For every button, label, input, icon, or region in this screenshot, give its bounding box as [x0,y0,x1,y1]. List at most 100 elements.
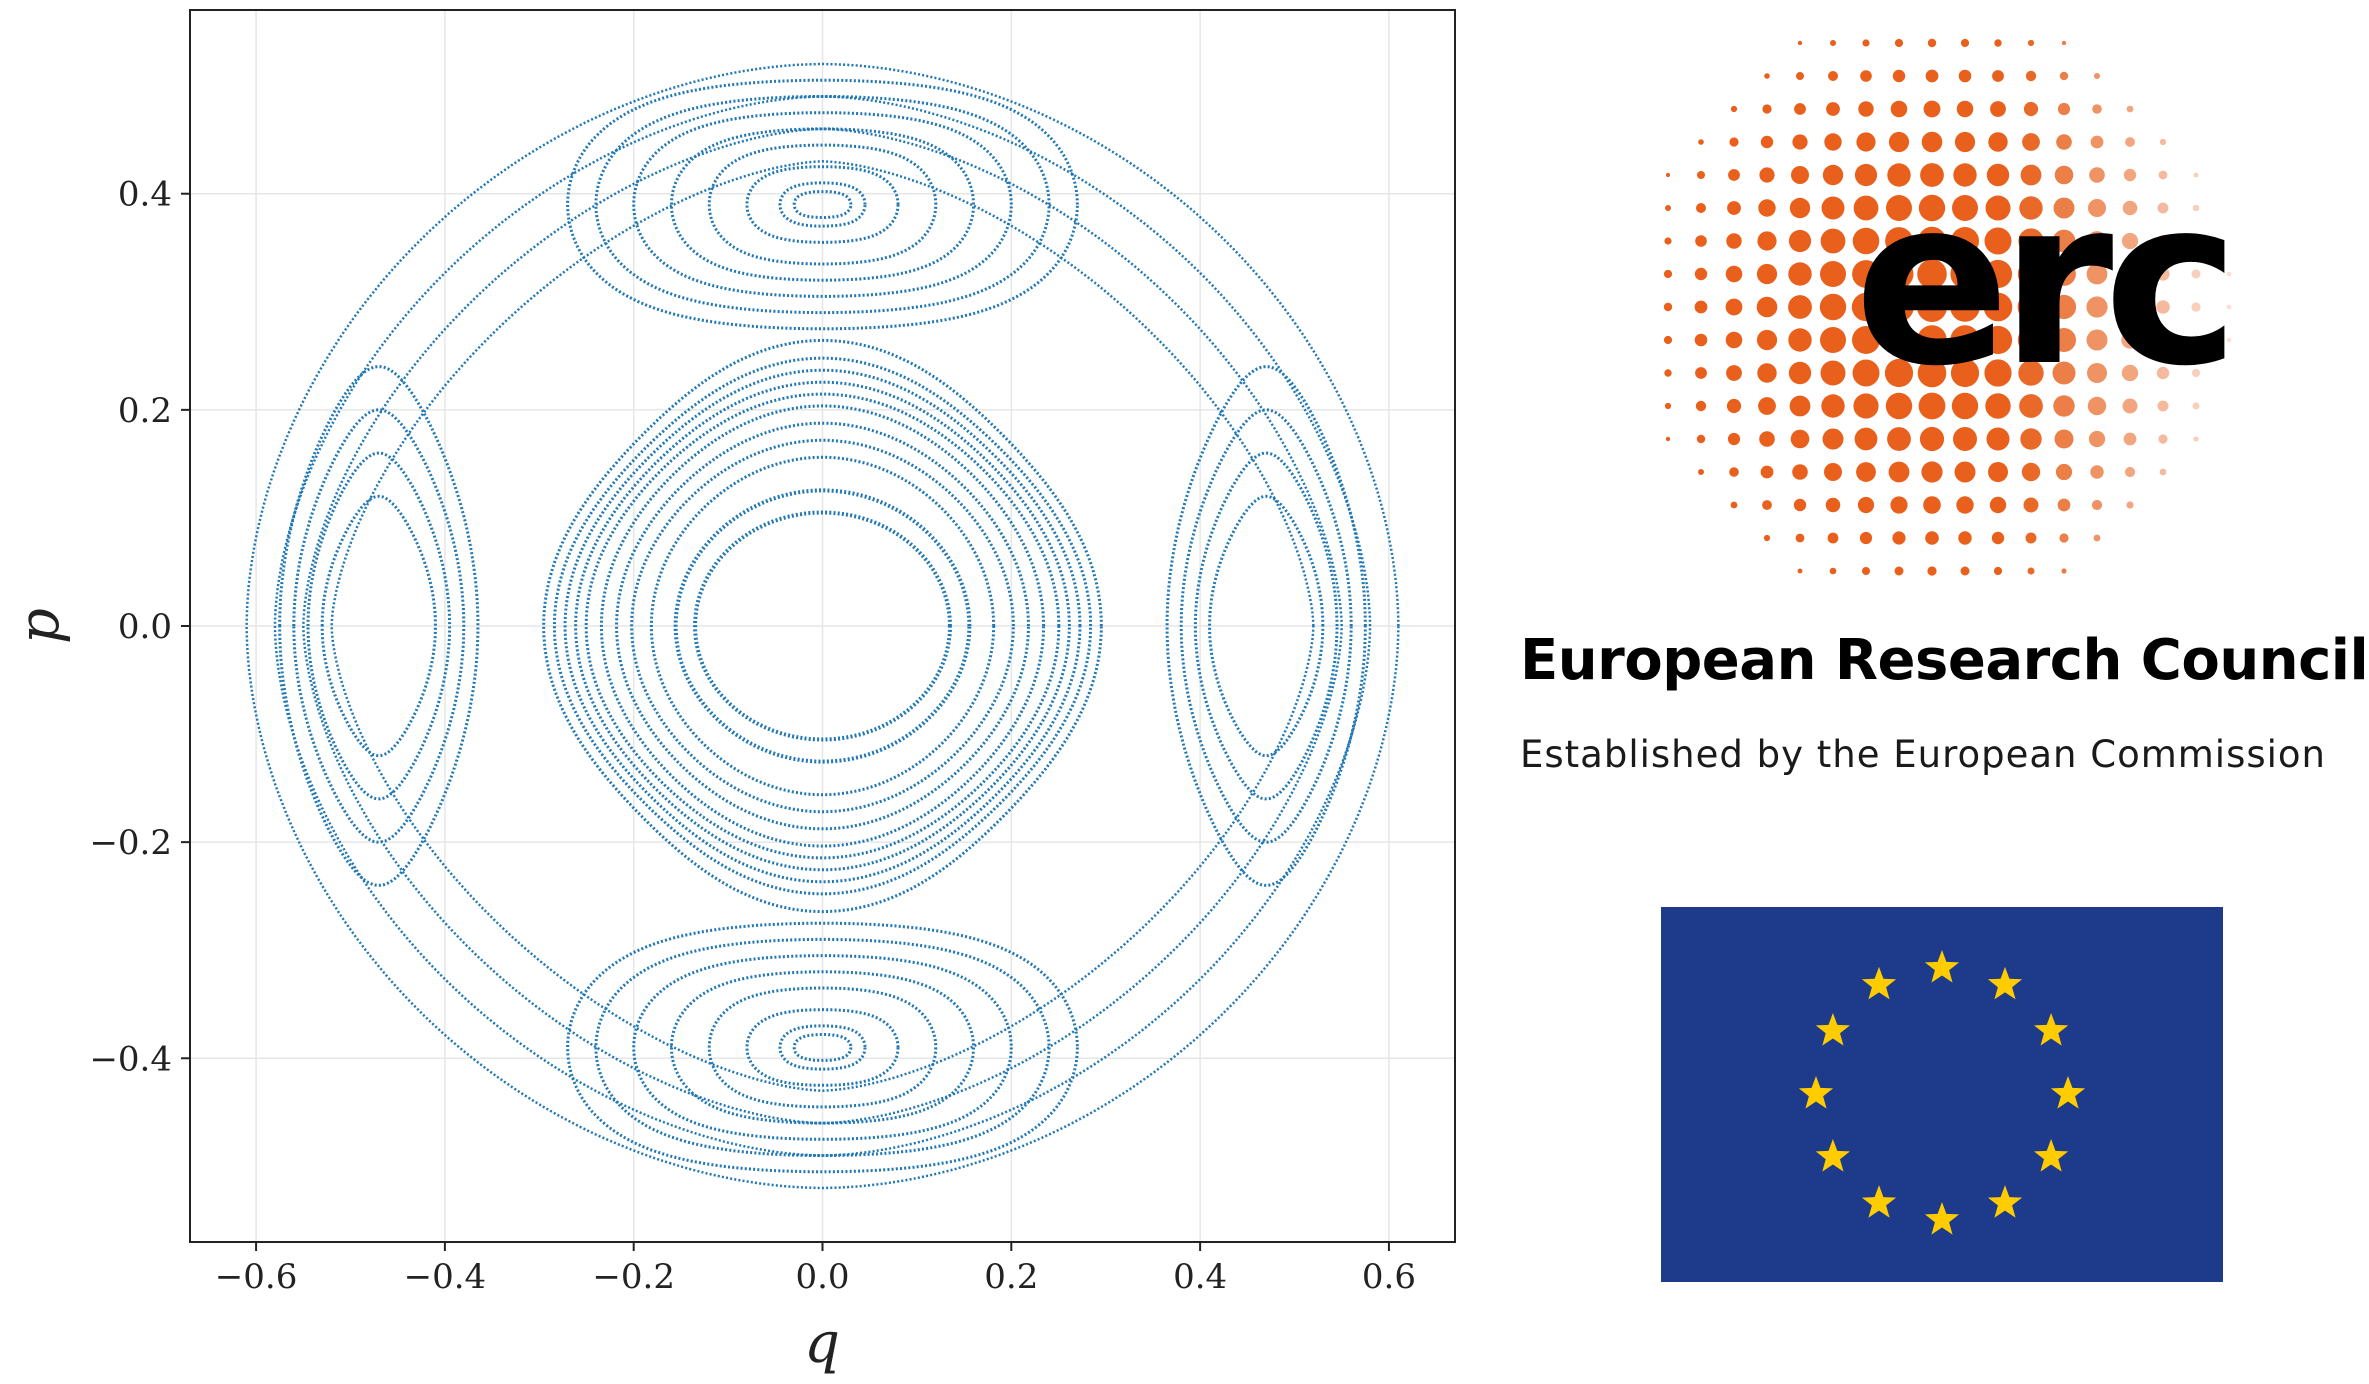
erc-dot [1888,461,1910,483]
erc-dot [2158,170,2168,180]
erc-dot [2023,101,2039,117]
flag-star [1987,966,2023,1000]
central-orbit [552,356,1093,896]
erc-dot [1665,205,1671,211]
erc-dot [1927,566,1937,576]
erc-dot [2124,466,2136,478]
y-tick-label: 0.2 [118,391,172,431]
erc-dot [1917,226,1947,256]
erc-dot [1918,194,1946,222]
erc-dot [1852,359,1880,387]
erc-dot [2019,394,2043,418]
erc-dot [1796,72,1804,80]
top-bottom-island-orbit [632,111,1013,298]
erc-dot [1984,359,2012,387]
erc-dot [1988,132,2008,152]
top-bottom-island-orbit [745,165,900,244]
erc-dot [1918,392,1946,420]
erc-dot [1887,427,1911,451]
erc-dot [1986,163,2010,187]
erc-dot [1884,358,1914,388]
top-bottom-island-orbit [594,937,1051,1157]
erc-dot [1885,227,1913,255]
erc-dot [1862,567,1870,575]
y-axis-label: p [7,608,72,644]
flag-star [1815,1139,1850,1172]
erc-dot [1830,40,1836,46]
erc-dot [2126,105,2134,113]
erc-dot [1758,397,1776,415]
erc-dot [1788,295,1812,319]
erc-dot [1956,100,1974,118]
erc-dot [1958,531,1972,545]
erc-dot [2086,296,2108,318]
erc-dot [1917,358,1947,388]
erc-dot [1797,568,1803,574]
erc-dot [1856,132,1876,152]
erc-dot [2121,364,2139,382]
erc-dot [1852,227,1880,255]
erc-dot [2158,434,2168,444]
erc-dot [2226,337,2232,343]
central-orbit [563,368,1082,884]
poincare-section-chart: −0.6 −0.4 −0.2 0.0 0.2 0.4 0.6 −0.4 −0.2 0.0 0.2 0.… [7,9,1456,1376]
top-bottom-island-orbit [670,127,975,282]
erc-dot [2090,135,2104,149]
erc-dot [1728,169,1740,181]
erc-dot [1992,70,2004,82]
erc-dot [1730,501,1738,509]
erc-dot [1950,259,1980,289]
erc-dot [2091,499,2103,511]
erc-dot [1756,329,1778,351]
erc-dot [2123,432,2137,446]
erc-dot [2020,164,2042,186]
erc-dot [2051,294,2077,320]
x-tick-label: 0.2 [984,1257,1038,1297]
erc-dot [1886,195,1912,221]
erc-dot [1857,496,1875,514]
erc-dot [2027,567,2035,575]
erc-dot [2090,465,2104,479]
x-tick-label: 0.6 [1362,1257,1416,1297]
erc-dot [1757,363,1777,383]
erc-dot [2088,199,2106,217]
erc-dot [2057,102,2071,116]
erc-dot [1884,325,1914,355]
erc-dot [1663,302,1673,312]
central-orbit [574,380,1071,872]
erc-dot [1664,369,1672,377]
erc-dot [2159,468,2167,476]
flag-star [1861,1185,1897,1218]
erc-dot [2157,400,2169,412]
erc-dot [2087,231,2107,251]
top-bottom-island-orbit [670,970,975,1125]
erc-dot [1954,461,1976,483]
erc-dot [1917,292,1947,322]
erc-dot [1756,263,1778,285]
side-island-orbit [320,494,437,758]
erc-dot [1923,100,1941,118]
erc-dot [2191,302,2201,312]
erc-dot [2017,293,2045,321]
erc-dot [1756,296,1778,318]
flag-star [1924,1202,1960,1235]
erc-dot [1921,131,1943,153]
erc-dot [1790,429,1810,449]
erc-dot [1852,260,1880,288]
erc-dot [1925,69,1939,83]
erc-dot [1694,333,1708,347]
erc-dot [2092,104,2102,114]
erc-dot [2125,137,2135,147]
central-orbit [630,438,1015,814]
erc-dot [1664,402,1672,410]
outer-orbit [330,160,1315,1092]
erc-dot [2121,232,2139,250]
erc-dot [1824,463,1842,481]
side-island-orbit [1165,365,1367,887]
erc-dot [1854,163,1878,187]
erc-dot [1788,229,1812,253]
erc-dot [1665,172,1671,178]
erc-dot [1960,566,1970,576]
erc-dot [1952,195,1978,221]
erc-dot [2061,40,2067,46]
